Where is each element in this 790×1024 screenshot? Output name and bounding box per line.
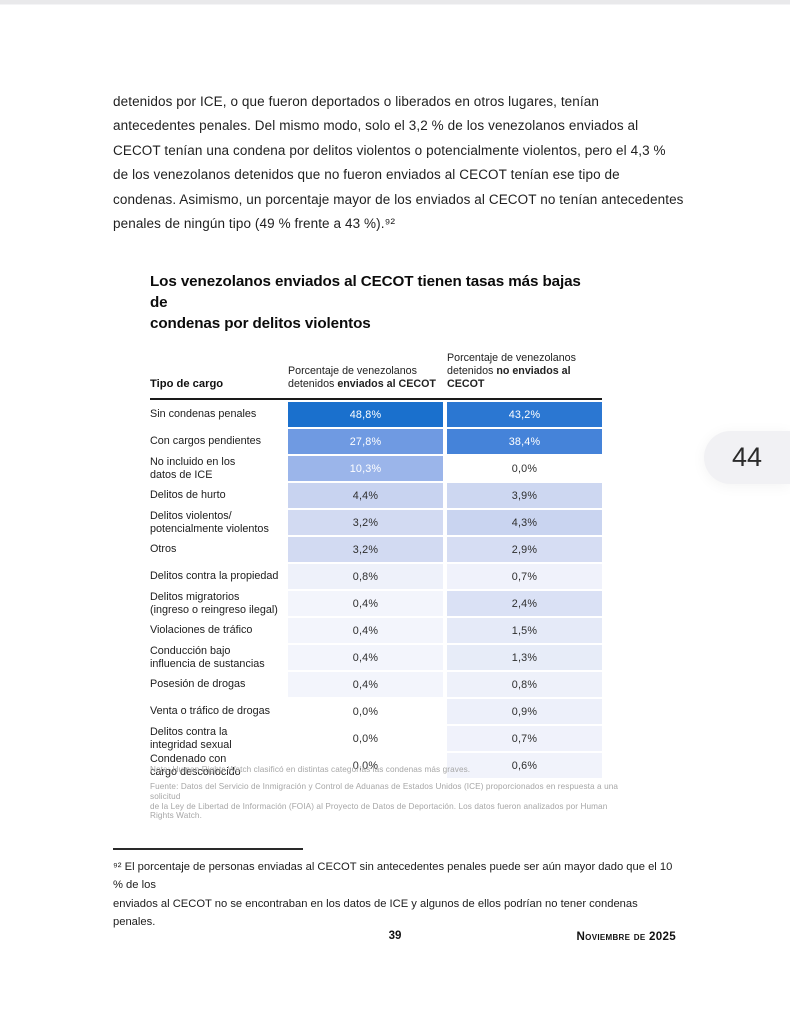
table-row: Violaciones de tráfico 0,4% 1,5% — [150, 618, 602, 643]
cecot-value-cell: 0,4% — [288, 591, 443, 616]
no-cecot-value-cell: 43,2% — [447, 402, 602, 427]
header-divider-rule — [150, 398, 602, 400]
no-cecot-value-cell: 0,7% — [447, 726, 602, 751]
figure-note: Nota: Human Rights Watch clasificó en di… — [150, 765, 471, 774]
column-header-no-cecot-bold: no enviados al CECOT — [447, 365, 571, 390]
row-label: Conducción bajo influencia de sustancias — [150, 645, 265, 670]
row-label: Violaciones de tráfico — [150, 624, 253, 637]
figure-source: Fuente: Datos del Servicio de Inmigració… — [150, 782, 619, 821]
column-header-cecot-line1: Porcentaje de venezolanos — [288, 365, 417, 377]
column-header-cecot-bold: enviados al CECOT — [337, 378, 436, 390]
no-cecot-value-cell: 0,7% — [447, 564, 602, 589]
cecot-value-cell: 3,2% — [288, 510, 443, 535]
column-header-no-cecot-line1: Porcentaje de venezolanos — [447, 352, 576, 364]
table-row: Delitos migratorios (ingreso o reingreso… — [150, 591, 602, 616]
table-row: Delitos de hurto 4,4% 3,9% — [150, 483, 602, 508]
table-row: Delitos contra la propiedad 0,8% 0,7% — [150, 564, 602, 589]
no-cecot-value-cell: 4,3% — [447, 510, 602, 535]
cecot-value-cell: 27,8% — [288, 429, 443, 454]
page-indicator-number: 44 — [731, 442, 763, 472]
figure-title: Los venezolanos enviados al CECOT tienen… — [150, 273, 581, 332]
column-header-no-cecot-prefix: detenidos — [447, 365, 497, 377]
cecot-value-cell: 48,8% — [288, 402, 443, 427]
no-cecot-value-cell: 0,0% — [447, 456, 602, 481]
no-cecot-value-cell: 0,6% — [447, 753, 602, 778]
cecot-value-cell: 0,0% — [288, 699, 443, 724]
row-label: Con cargos pendientes — [150, 435, 262, 448]
row-label: Delitos contra la propiedad — [150, 570, 279, 583]
row-label: Posesión de drogas — [150, 678, 246, 691]
no-cecot-value-cell: 1,3% — [447, 645, 602, 670]
cecot-value-cell: 10,3% — [288, 456, 443, 481]
no-cecot-value-cell: 1,5% — [447, 618, 602, 643]
table-row: Conducción bajo influencia de sustancias… — [150, 645, 602, 670]
page-number: 39 — [388, 930, 402, 942]
row-label: Delitos contra la integridad sexual — [150, 726, 232, 751]
row-label: Sin condenas penales — [150, 408, 257, 421]
figure-column-headers: Tipo de cargo Porcentaje de venezolanos … — [150, 352, 602, 391]
no-cecot-value-cell: 3,9% — [447, 483, 602, 508]
row-label: No incluido en los datos de ICE — [150, 456, 236, 481]
cecot-value-cell: 3,2% — [288, 537, 443, 562]
no-cecot-value-cell: 2,9% — [447, 537, 602, 562]
cecot-value-cell: 0,4% — [288, 645, 443, 670]
no-cecot-value-cell: 2,4% — [447, 591, 602, 616]
row-label: Condenado con cargo desconocido — [150, 753, 241, 778]
table-row: Con cargos pendientes 27,8% 38,4% — [150, 429, 602, 454]
cecot-value-cell: 4,4% — [288, 483, 443, 508]
table-row: No incluido en los datos de ICE 10,3% 0,0% — [150, 456, 602, 481]
no-cecot-value-cell: 38,4% — [447, 429, 602, 454]
column-header-cecot-prefix: detenidos — [288, 378, 338, 390]
body-paragraph: detenidos por ICE, o que fueron deportad… — [113, 94, 684, 232]
issue-date: Noviembre de 2025 — [576, 930, 676, 943]
column-header-cecot: Porcentaje de venezolanos detenidos envi… — [288, 365, 443, 391]
column-header-charge-type: Tipo de cargo — [150, 378, 224, 390]
row-label: Delitos de hurto — [150, 489, 226, 502]
cecot-value-cell: 0,4% — [288, 618, 443, 643]
no-cecot-value-cell: 0,9% — [447, 699, 602, 724]
row-label: Venta o tráfico de drogas — [150, 705, 271, 718]
footnote-92: ⁹² El porcentaje de personas enviadas al… — [113, 861, 673, 929]
cecot-value-cell: 0,8% — [288, 564, 443, 589]
cecot-value-cell: 0,0% — [288, 753, 443, 778]
page-indicator-badge: 44 — [704, 431, 790, 484]
table-row: Delitos contra la integridad sexual 0,0% 0… — [150, 726, 602, 751]
table-row: Sin condenas penales 48,8% 43,2% — [150, 402, 602, 427]
row-label: Delitos violentos/ potencialmente violen… — [150, 510, 269, 535]
row-label: Delitos migratorios (ingreso o reingreso… — [150, 591, 278, 616]
table-row: Venta o tráfico de drogas 0,0% 0,9% — [150, 699, 602, 724]
no-cecot-value-cell: 0,8% — [447, 672, 602, 697]
figure: Los venezolanos enviados al CECOT tienen… — [150, 271, 602, 780]
table-row: Condenado con cargo desconocido 0,0% 0,6% — [150, 753, 602, 778]
cecot-value-cell: 0,0% — [288, 726, 443, 751]
figure-table-rows: Sin condenas penales 48,8% 43,2% Con cargos… — [150, 402, 602, 778]
column-header-no-cecot: Porcentaje de venezolanos detenidos no e… — [447, 352, 602, 391]
page-top-edge — [0, 0, 790, 5]
row-label: Otros — [150, 543, 177, 556]
table-row: Posesión de drogas 0,4% 0,8% — [150, 672, 602, 697]
table-row: Otros 3,2% 2,9% — [150, 537, 602, 562]
cecot-value-cell: 0,4% — [288, 672, 443, 697]
table-row: Delitos violentos/ potencialmente violen… — [150, 510, 602, 535]
footnote-divider-rule — [113, 848, 303, 850]
